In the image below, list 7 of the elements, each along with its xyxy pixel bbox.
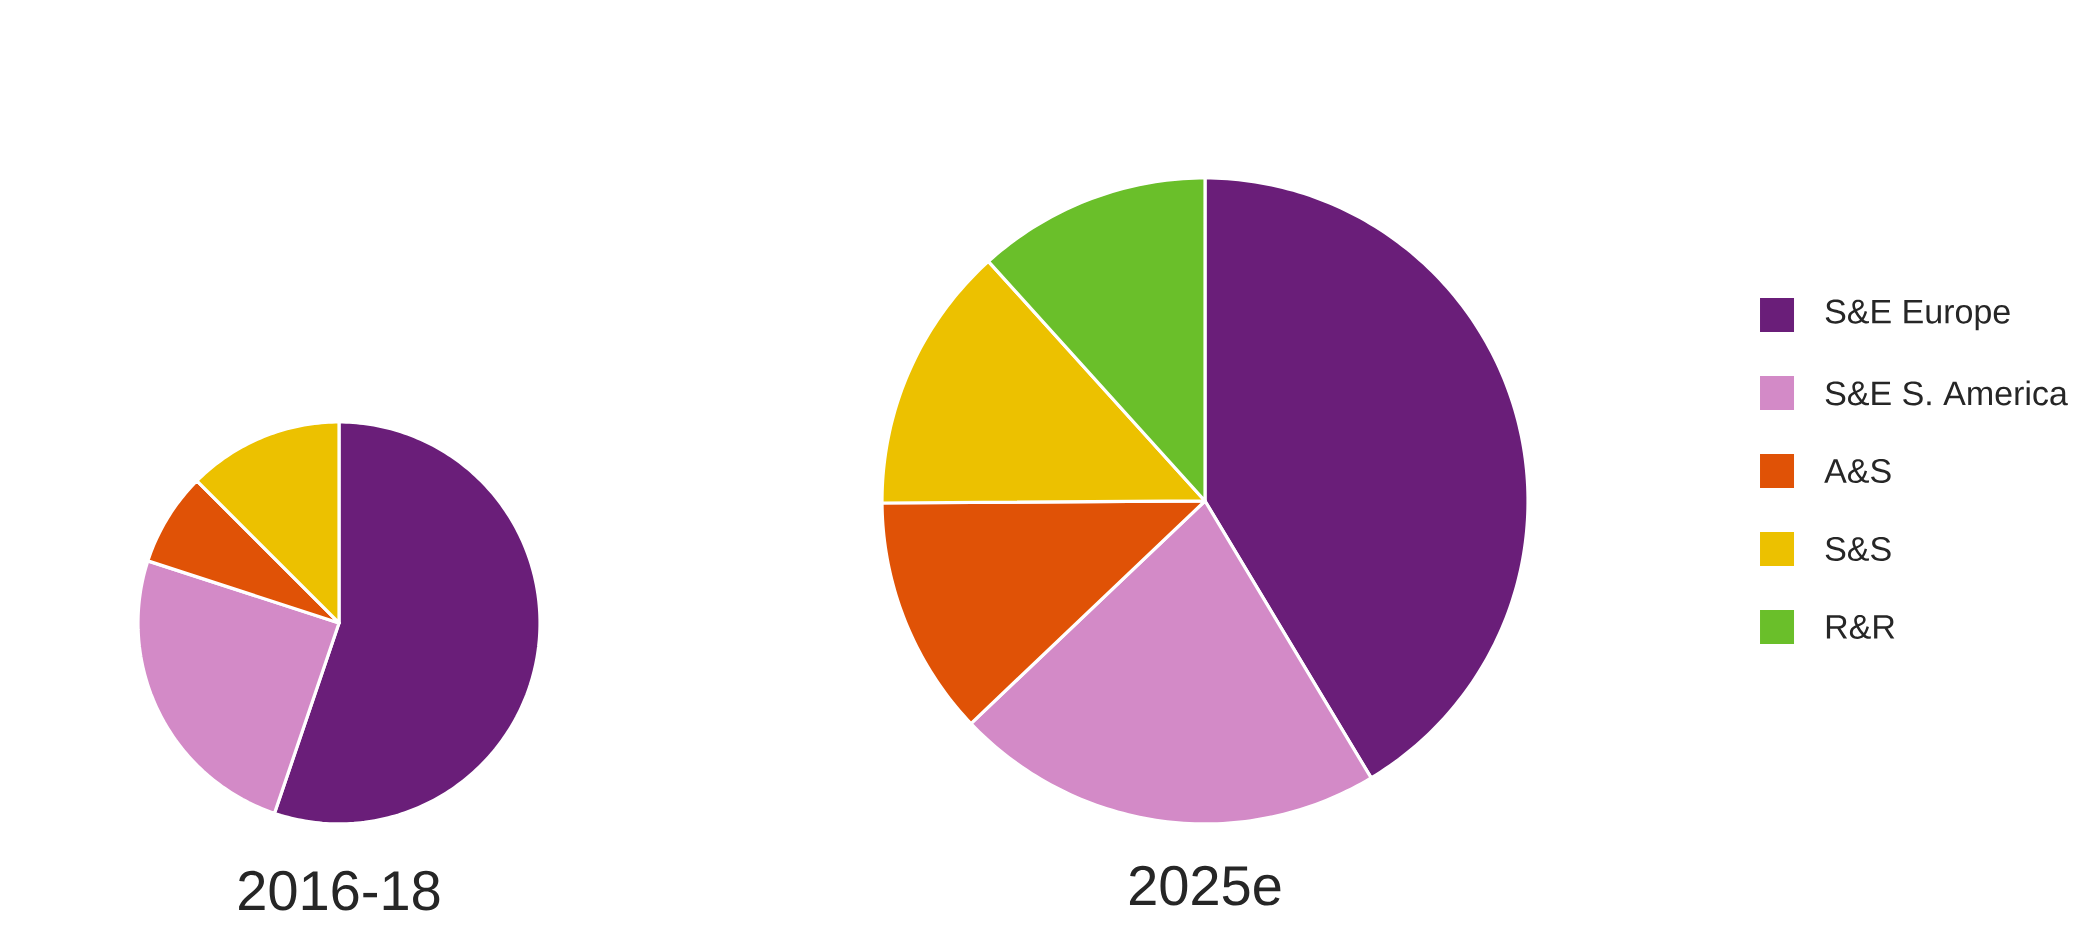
legend-label: S&E Europe	[1825, 299, 2010, 331]
legend-label: R&R	[1826, 615, 1895, 639]
legend-label: A&S	[1824, 458, 1891, 483]
legend-label: S&S	[1825, 536, 1891, 561]
slice-label: 2025e	[1129, 865, 1281, 906]
slice-label: 2016-18	[239, 870, 440, 911]
legend-label: S&E S. America	[1825, 380, 2068, 406]
